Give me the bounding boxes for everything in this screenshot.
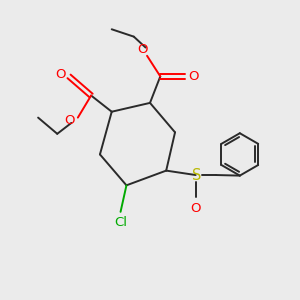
Text: O: O <box>137 44 148 56</box>
Text: O: O <box>190 202 201 215</box>
Text: Cl: Cl <box>114 216 127 229</box>
Text: O: O <box>56 68 66 81</box>
Text: O: O <box>64 114 75 127</box>
Text: O: O <box>188 70 199 83</box>
Text: S: S <box>192 167 202 182</box>
